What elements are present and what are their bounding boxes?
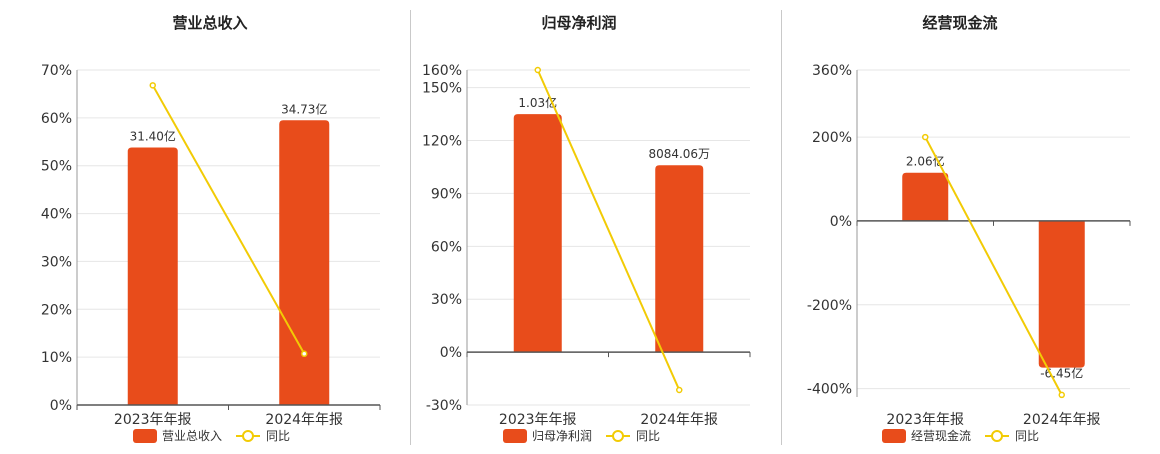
cash-flow-chart: 经营现金流-400%-200%0%200%360%2.06亿-6.45亿2023… (807, 14, 1131, 443)
legend-line-label: 同比 (266, 429, 290, 443)
bar (902, 172, 949, 221)
bar-value-label: 1.03亿 (518, 95, 557, 110)
legend-bar-swatch (503, 429, 527, 443)
y-tick-label: 90% (431, 186, 462, 202)
x-tick-label: 2023年年报 (114, 412, 192, 428)
chart-panel-cash-flow: 经营现金流 -400% -200% 0% 200% 360% 2.06亿 -6.45亿 2023… (782, 0, 1160, 450)
yoy-line (924, 136, 1063, 396)
y-tick-label: 70% (41, 63, 72, 79)
legend-bar-label: 营业总收入 (162, 429, 222, 443)
legend-line-label: 同比 (1015, 429, 1039, 443)
yoy-point (149, 82, 156, 89)
chart-title: 归母净利润 (541, 14, 616, 32)
legend-line-marker (242, 430, 254, 442)
legend-line-label: 同比 (636, 429, 660, 443)
chart-title: 营业总收入 (172, 14, 247, 32)
y-tick-label: -400% (807, 382, 852, 398)
bar-value-label: 34.73亿 (281, 101, 327, 116)
y-tick-label: 0% (50, 398, 72, 414)
yoy-point (922, 133, 929, 141)
y-tick-label: 160% (422, 63, 462, 79)
legend-bar-label: 归母净利润 (532, 429, 592, 443)
legend-line-marker (612, 430, 624, 442)
bar (513, 114, 562, 353)
yoy-line (536, 69, 681, 391)
y-tick-label: 50% (41, 159, 72, 175)
y-tick-label: 20% (41, 302, 72, 318)
y-tick-label: -30% (426, 398, 462, 414)
y-tick-label: 10% (41, 350, 72, 366)
y-tick-label: 360% (812, 63, 852, 79)
legend-bar-swatch (882, 429, 906, 443)
chart-panel-revenue: 营业总收入 0% 10% 20% 30% 40% 50% 60% 70% 31.40亿 34.73亿… (0, 0, 410, 450)
y-tick-label: 0% (440, 345, 462, 361)
bar-value-label: 8084.06万 (648, 147, 710, 161)
x-tick-label: 2024年年报 (1023, 412, 1101, 428)
legend-bar-label: 经营现金流 (911, 428, 971, 443)
panel-divider (410, 10, 411, 445)
chart-panel-net-profit: 归母净利润 -30% 0% 30% 60% 90% 120% 150% 160% 1.03亿 808… (411, 0, 781, 450)
bar (655, 165, 704, 353)
bar (279, 120, 330, 405)
yoy-line (151, 84, 306, 355)
y-tick-label: 30% (41, 254, 72, 270)
revenue-chart: 营业总收入 0% 10% 20% 30% 40% 50% 60% 70% 31.40亿 34.73亿… (41, 14, 381, 443)
bar (127, 147, 178, 405)
y-tick-label: 200% (812, 130, 852, 146)
yoy-point (534, 66, 541, 74)
yoy-point (676, 386, 683, 394)
net-profit-chart: 归母净利润 -30% 0% 30% 60% 90% 120% 150% 160% 1.03亿 808… (422, 14, 751, 443)
bar-value-label: 31.40亿 (130, 129, 176, 144)
x-tick-label: 2024年年报 (265, 412, 343, 428)
y-tick-label: 30% (431, 292, 462, 308)
x-tick-label: 2023年年报 (886, 412, 964, 428)
y-tick-label: 40% (41, 207, 72, 223)
y-tick-label: 60% (41, 111, 72, 127)
yoy-point (301, 350, 308, 358)
legend-line-marker (991, 430, 1003, 442)
x-tick-label: 2023年年报 (499, 412, 577, 428)
x-tick-label: 2024年年报 (640, 412, 718, 428)
bar-value-label: -6.45亿 (1040, 366, 1083, 381)
y-tick-label: 150% (422, 81, 462, 97)
panel-divider (781, 10, 782, 445)
chart-title: 经营现金流 (922, 14, 997, 32)
y-tick-label: -200% (807, 298, 852, 314)
legend-bar-swatch (133, 429, 157, 443)
y-tick-label: 0% (830, 214, 852, 230)
bar (1038, 220, 1085, 368)
y-tick-label: 60% (431, 239, 462, 255)
yoy-point (1058, 391, 1065, 399)
y-tick-label: 120% (422, 134, 462, 150)
